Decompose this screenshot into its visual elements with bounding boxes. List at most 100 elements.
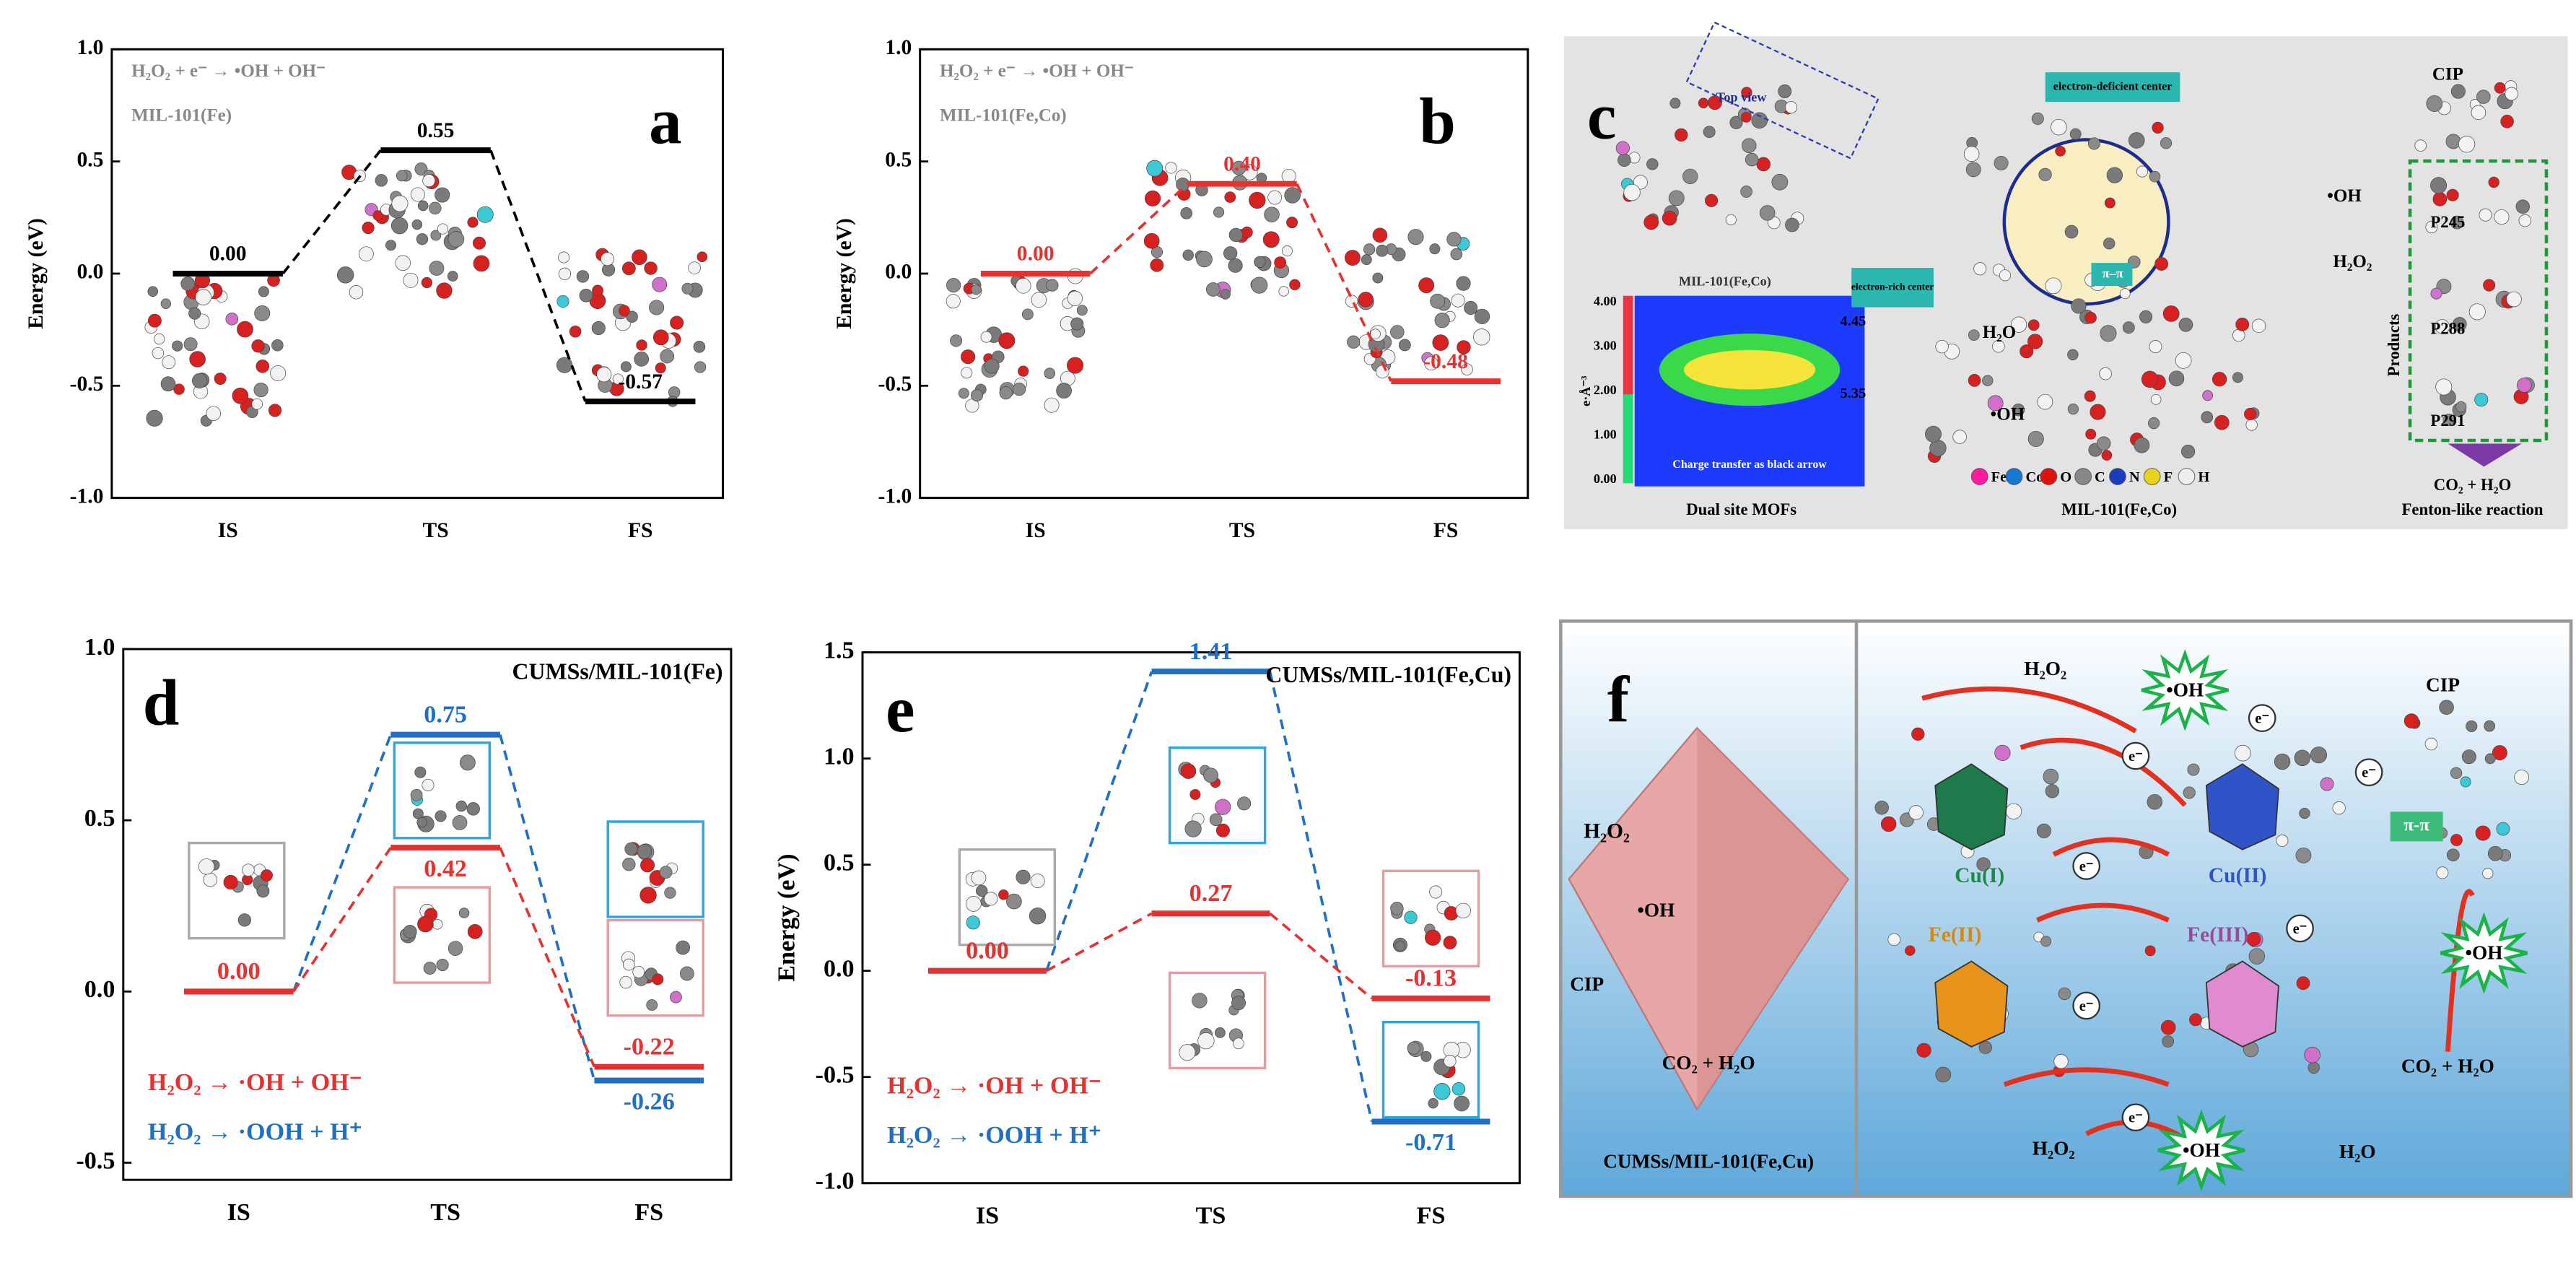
- atom: [2085, 428, 2097, 440]
- atom: [1741, 87, 1752, 98]
- atom: [1144, 190, 1161, 206]
- y-tick-label: 0.0: [885, 261, 912, 284]
- atom: [2484, 720, 2496, 732]
- connector: [292, 734, 393, 992]
- atom: [1430, 293, 1446, 309]
- atom: [1976, 857, 1991, 871]
- atom: [1044, 397, 1060, 413]
- atom: [1778, 84, 1792, 98]
- atom: [2010, 316, 2027, 333]
- atom: [693, 341, 706, 353]
- connector: [499, 847, 596, 1068]
- atom: [946, 278, 961, 293]
- atom: [971, 389, 984, 402]
- atom: [1267, 190, 1283, 205]
- atom: [2479, 208, 2492, 222]
- atom: [2020, 344, 2034, 359]
- diagram-label: H₂O: [1983, 323, 2016, 342]
- atom: [1994, 744, 2011, 761]
- atom: [2310, 747, 2328, 764]
- atom: [1646, 158, 1659, 170]
- atom: [2031, 112, 2044, 125]
- x-tick-label: IS: [218, 519, 238, 542]
- diagram-label: 4.45: [1841, 313, 1866, 329]
- diagram-label: CIP: [2432, 64, 2463, 84]
- atom: [640, 858, 655, 873]
- atom: [2304, 1046, 2320, 1063]
- electron: [2121, 1103, 2150, 1132]
- y-tick-label: -1.0: [878, 484, 912, 508]
- atom: [1424, 356, 1438, 371]
- atom: [2452, 317, 2467, 331]
- atom: [601, 252, 614, 266]
- y-axis-label: Energy (eV): [833, 218, 856, 329]
- diagram-label: π–π: [2103, 266, 2123, 280]
- atom: [1474, 308, 1490, 325]
- atom: [1968, 374, 1981, 387]
- atom: [1209, 813, 1223, 827]
- diagram-label: 1.00: [1594, 427, 1617, 441]
- atom: [984, 358, 1000, 374]
- atom: [596, 367, 612, 383]
- atom: [2482, 868, 2494, 879]
- atom: [569, 325, 582, 338]
- annotation: H₂O₂ + e⁻ → •OH + OH⁻: [131, 61, 326, 81]
- atom: [652, 277, 668, 292]
- atom: [984, 892, 998, 906]
- atom: [1390, 902, 1404, 915]
- atom: [1464, 300, 1478, 315]
- connector: [1089, 183, 1189, 275]
- atom: [2027, 319, 2040, 331]
- chart-title: CUMSs/MIL-101(Fe,Cu): [1265, 662, 1511, 687]
- atom: [1745, 152, 1759, 167]
- diagram-label: Fenton-like reaction: [2401, 500, 2543, 518]
- atom: [1213, 206, 1225, 218]
- connector: [1045, 671, 1153, 972]
- y-tick-label: 1.0: [885, 36, 912, 59]
- diagram-label: •OH: [1637, 899, 1675, 921]
- atom: [620, 361, 632, 373]
- atom: [636, 339, 647, 351]
- atom: [1450, 248, 1463, 261]
- atom: [214, 373, 227, 386]
- atom: [680, 966, 694, 981]
- atom: [435, 187, 450, 203]
- atom: [2096, 436, 2111, 451]
- atom: [2037, 393, 2053, 410]
- diagram-label: electron-deficient center: [2053, 80, 2173, 92]
- atom: [1006, 893, 1022, 910]
- atom: [971, 284, 982, 295]
- atom: [592, 284, 604, 297]
- atom: [2051, 118, 2067, 136]
- legend-swatch: [2178, 468, 2196, 485]
- legend-swatch: [1970, 468, 1988, 485]
- atom: [423, 962, 437, 975]
- atom: [1428, 1098, 1438, 1109]
- atom: [1372, 227, 1388, 243]
- atom: [670, 991, 682, 1004]
- diagram-label: CO₂ + H₂O: [1662, 1052, 1755, 1074]
- atom: [670, 316, 684, 330]
- atom: [2446, 848, 2460, 862]
- atom: [1740, 186, 1752, 198]
- atom: [950, 334, 963, 347]
- connector: [281, 149, 382, 275]
- atom: [1662, 210, 1677, 226]
- atom: [1289, 279, 1301, 291]
- atom: [1433, 1083, 1451, 1100]
- atom: [1473, 328, 1490, 346]
- atom: [1220, 289, 1231, 300]
- x-tick-label: TS: [430, 1199, 460, 1226]
- atom: [390, 217, 409, 235]
- y-tick-label: -0.5: [816, 1062, 855, 1089]
- legend-entry: H₂O₂ → ·OOH + H⁺: [887, 1122, 1101, 1149]
- atom: [2148, 417, 2160, 430]
- atom: [1233, 1037, 1244, 1050]
- atom: [2432, 192, 2448, 206]
- value-label: 1.41: [1189, 638, 1233, 665]
- atom: [1189, 788, 1201, 800]
- diagram-label: Cu(I): [1955, 864, 2004, 887]
- electron-label: e⁻: [2079, 858, 2094, 874]
- atom: [556, 295, 569, 308]
- atom: [2446, 188, 2459, 201]
